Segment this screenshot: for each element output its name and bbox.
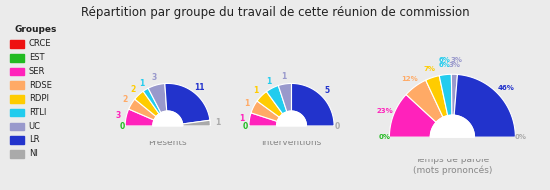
- Text: 12%: 12%: [402, 76, 418, 82]
- Polygon shape: [183, 120, 210, 126]
- Polygon shape: [266, 86, 287, 114]
- Polygon shape: [135, 91, 159, 117]
- Polygon shape: [153, 111, 183, 126]
- Polygon shape: [439, 74, 452, 116]
- Text: 1: 1: [215, 118, 221, 127]
- Text: 1: 1: [239, 114, 245, 123]
- Text: 0%: 0%: [378, 134, 390, 140]
- Text: 1: 1: [244, 99, 249, 108]
- Text: CRCE: CRCE: [29, 40, 51, 48]
- Polygon shape: [277, 111, 306, 126]
- Polygon shape: [278, 83, 292, 112]
- Text: 3%: 3%: [451, 57, 463, 63]
- Text: RTLI: RTLI: [29, 108, 46, 117]
- Polygon shape: [251, 101, 279, 121]
- Polygon shape: [249, 113, 277, 126]
- FancyBboxPatch shape: [10, 136, 24, 144]
- Text: 46%: 46%: [497, 85, 514, 91]
- Text: 0: 0: [119, 122, 124, 131]
- Polygon shape: [236, 126, 347, 152]
- Text: 1: 1: [254, 86, 258, 95]
- Text: 0: 0: [335, 122, 340, 131]
- Text: 5: 5: [324, 86, 329, 95]
- Text: Groupes: Groupes: [14, 25, 57, 34]
- Text: 2: 2: [122, 95, 128, 104]
- Text: 7%: 7%: [424, 66, 435, 72]
- Text: 11: 11: [194, 82, 205, 92]
- Text: Répartition par groupe du travail de cette réunion de commission: Répartition par groupe du travail de cet…: [81, 6, 469, 19]
- Polygon shape: [292, 83, 334, 126]
- FancyBboxPatch shape: [10, 68, 24, 75]
- Text: Présents: Présents: [148, 138, 187, 147]
- Text: 3%: 3%: [449, 62, 461, 68]
- Text: 23%: 23%: [377, 108, 393, 114]
- Text: Temps de parole
(mots prononcés): Temps de parole (mots prononcés): [412, 155, 492, 175]
- Polygon shape: [452, 74, 458, 115]
- Text: RDPI: RDPI: [29, 94, 49, 103]
- Polygon shape: [112, 126, 223, 152]
- Text: 1: 1: [281, 72, 286, 81]
- FancyBboxPatch shape: [10, 54, 24, 62]
- Polygon shape: [165, 83, 210, 124]
- FancyBboxPatch shape: [10, 123, 24, 130]
- Text: 3: 3: [152, 73, 157, 82]
- FancyBboxPatch shape: [10, 40, 24, 48]
- Polygon shape: [143, 88, 161, 114]
- Text: UC: UC: [29, 122, 41, 131]
- Polygon shape: [371, 137, 534, 175]
- Text: 0: 0: [243, 122, 248, 131]
- Text: LR: LR: [29, 135, 39, 144]
- Polygon shape: [389, 95, 436, 137]
- Polygon shape: [454, 74, 515, 137]
- Text: 3: 3: [116, 111, 121, 120]
- Text: EST: EST: [29, 53, 44, 62]
- Polygon shape: [125, 109, 154, 126]
- Text: RDSE: RDSE: [29, 81, 52, 89]
- Polygon shape: [129, 99, 156, 120]
- Text: Interventions: Interventions: [261, 138, 322, 147]
- Text: NI: NI: [29, 149, 37, 158]
- Polygon shape: [257, 92, 283, 117]
- FancyBboxPatch shape: [10, 150, 24, 158]
- Polygon shape: [148, 84, 167, 113]
- Text: 0%: 0%: [514, 134, 526, 140]
- FancyBboxPatch shape: [10, 95, 24, 103]
- FancyBboxPatch shape: [10, 82, 24, 89]
- Text: SER: SER: [29, 67, 45, 76]
- Polygon shape: [430, 115, 475, 137]
- Polygon shape: [426, 76, 448, 117]
- Text: 1: 1: [139, 79, 144, 88]
- Polygon shape: [406, 80, 443, 122]
- FancyBboxPatch shape: [10, 109, 24, 116]
- Text: 6%: 6%: [438, 62, 450, 68]
- Text: 1: 1: [266, 77, 271, 86]
- Text: 6%: 6%: [438, 57, 450, 63]
- Text: 2: 2: [131, 85, 136, 94]
